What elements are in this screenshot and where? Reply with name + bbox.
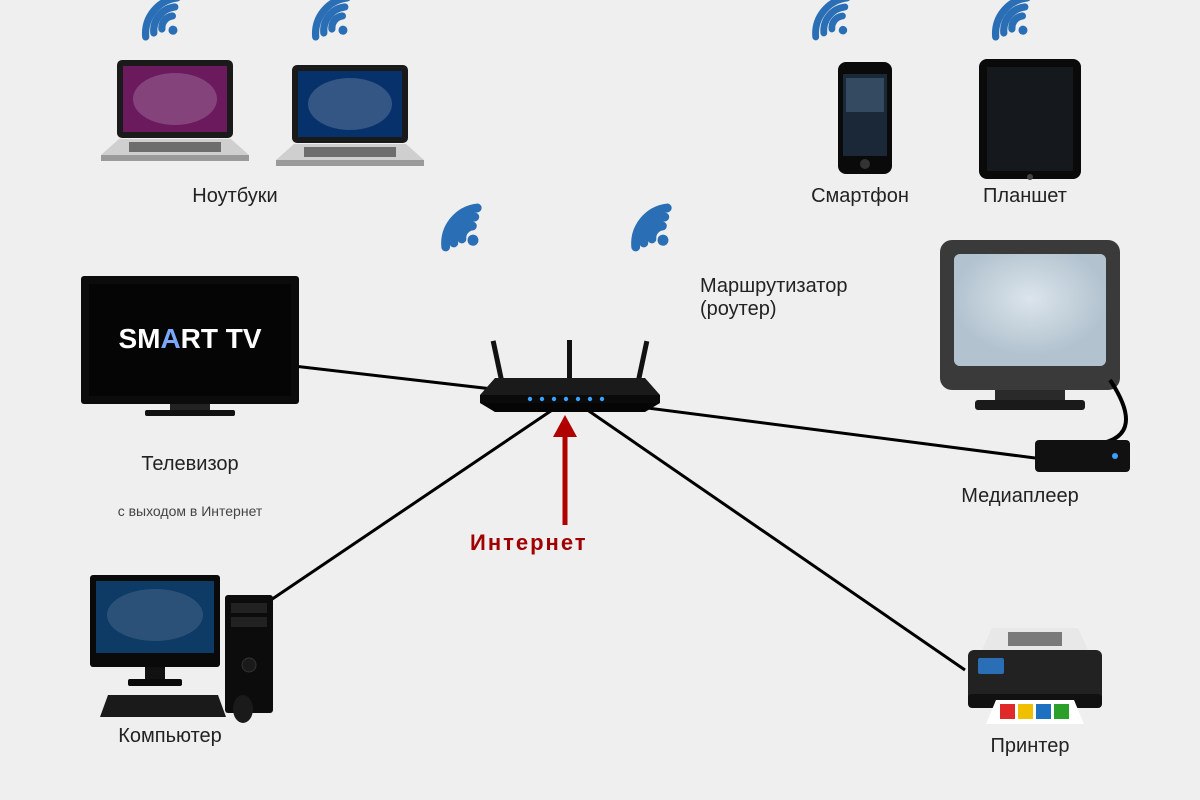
computer-label: Компьютер — [85, 725, 255, 748]
network-diagram: Ноутбуки Смартфон Планшет SMART TV Теле — [0, 0, 1200, 800]
router-label: Маршрутизатор (роутер) — [700, 275, 900, 321]
printer-device — [960, 620, 1110, 735]
printer-label: Принтер — [960, 735, 1100, 758]
internet-label: Интернет — [470, 530, 588, 556]
